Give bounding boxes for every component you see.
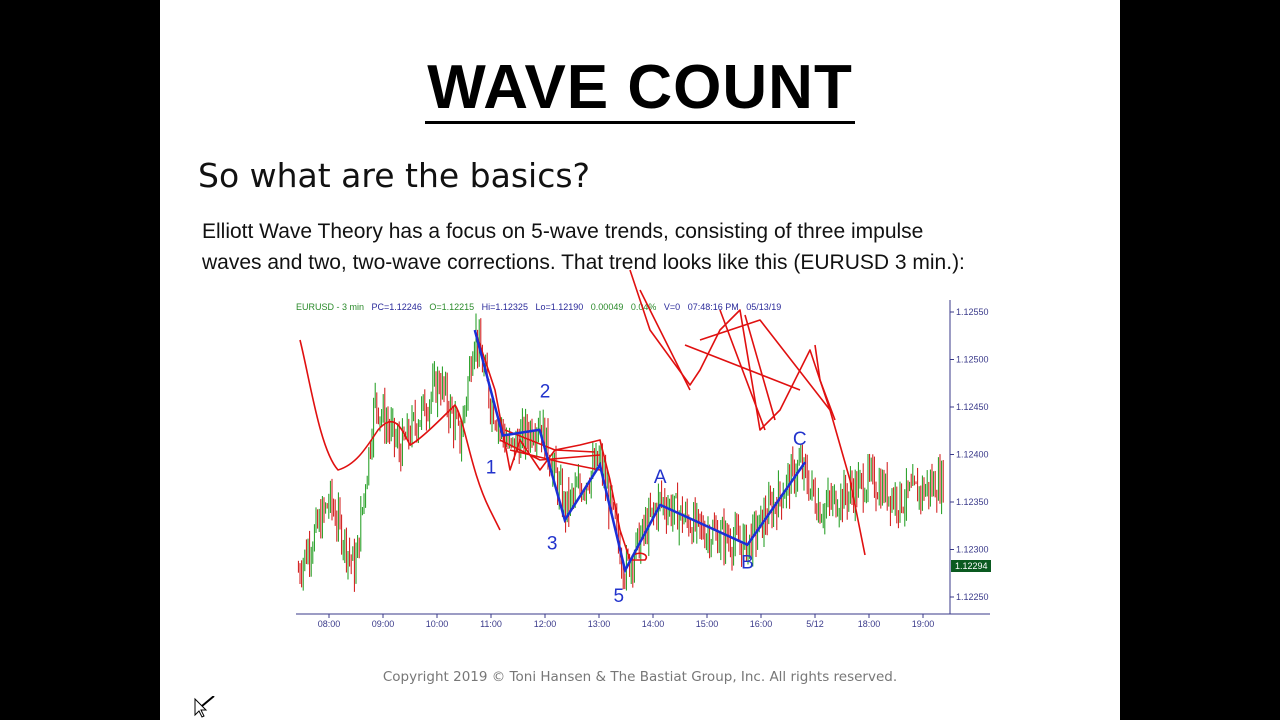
time-tick-label: 12:00 [534,619,557,629]
price-bars [297,313,944,592]
header-high: Hi=1.12325 [482,302,528,312]
pen-cursor-icon [194,696,215,718]
wave-label-A: A [654,467,667,488]
price-tick-label: 1.12550 [956,307,989,317]
header-pc: PC=1.12246 [372,302,422,312]
paragraph-line-1: Elliott Wave Theory has a focus on 5-wav… [202,220,924,243]
last-price-label: 1.12294 [955,561,988,571]
red-hand-annotations [299,269,866,561]
slide-paragraph: Elliott Wave Theory has a focus on 5-wav… [202,216,1112,278]
paragraph-line-2: waves and two, two-wave corrections. Tha… [202,251,965,274]
header-date: 05/13/19 [746,302,781,312]
header-open: O=1.12215 [429,302,474,312]
header-symbol: EURUSD - 3 min [296,302,364,312]
time-tick-label: 09:00 [372,619,395,629]
header-low: Lo=1.12190 [535,302,583,312]
price-tick-label: 1.12400 [956,450,989,460]
time-tick-label: 14:00 [642,619,665,629]
price-tick-label: 1.12350 [956,497,989,507]
price-tick-label: 1.12300 [956,545,989,555]
price-tick-label: 1.12250 [956,592,989,602]
time-tick-label: 19:00 [912,619,935,629]
wave-label-2: 2 [540,382,551,403]
time-tick-label: 11:00 [480,619,502,629]
wave-label-5: 5 [614,586,625,607]
time-tick-label: 16:00 [750,619,773,629]
red-scribble [639,289,836,431]
price-tick-label: 1.12450 [956,402,989,412]
red-scribble [474,329,648,561]
time-tick-label: 18:00 [858,619,881,629]
wave-label-B: B [741,553,754,574]
wave-labels: 1 2 3 5 A B C [486,382,807,607]
time-tick-label: 13:00 [588,619,611,629]
header-pct: 0.04% [631,302,657,312]
slide-title: WAVE COUNT [425,53,855,124]
slide-subtitle: So what are the basics? [198,156,591,195]
header-time: 07:48:16 PM [688,302,739,312]
time-axis: 08:00 09:00 10:00 11:00 12:00 13:00 14:00 15:00… [318,614,935,629]
wave-label-3: 3 [547,534,558,555]
last-price-marker: 1.12294 [951,560,991,572]
time-tick-label: 08:00 [318,619,341,629]
time-tick-label: 10:00 [426,619,449,629]
header-change: 0.00049 [591,302,624,312]
header-volume: V=0 [664,302,680,312]
red-scribble [499,429,601,471]
price-tick-label: 1.12500 [956,355,989,365]
blue-wave-count-line [473,329,807,574]
wave-label-C: C [793,429,807,450]
wave-label-1: 1 [486,458,497,479]
slide: WAVE COUNT So what are the basics? Ellio… [160,0,1120,720]
copyright: Copyright 2019 © Toni Hansen & The Basti… [382,669,898,685]
chart-header: EURUSD - 3 min PC=1.12246 O=1.12215 Hi=1… [296,302,781,312]
time-tick-label: 15:00 [696,619,719,629]
time-tick-label: 5/12 [806,619,824,629]
red-scribble [299,339,501,531]
price-axis: 1.12550 1.12500 1.12450 1.12400 1.12350 1.123… [950,307,989,602]
